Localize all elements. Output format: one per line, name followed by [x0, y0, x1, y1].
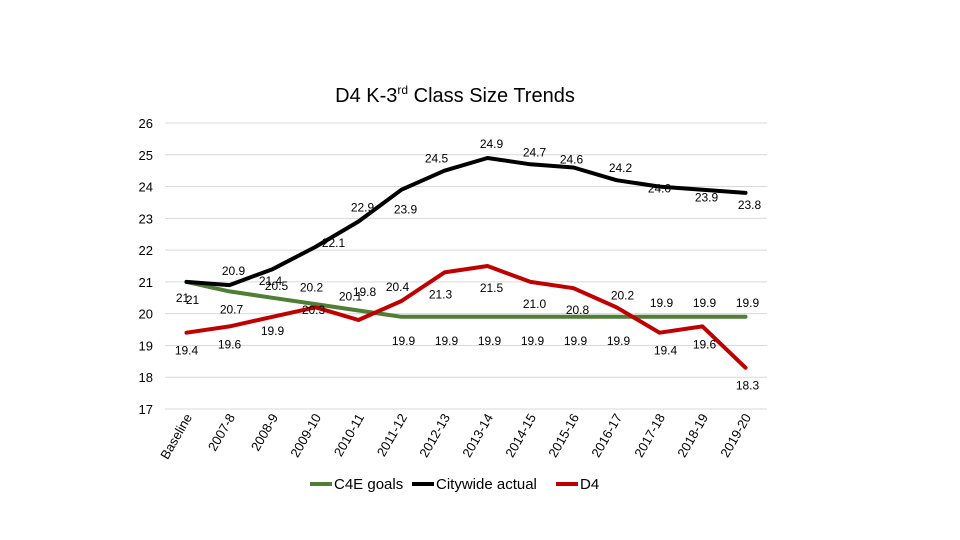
data-label: 21.5 — [480, 281, 504, 295]
data-label: 19.4 — [175, 344, 199, 358]
x-tick-label: 2007-8 — [205, 411, 238, 454]
y-tick-label: 24 — [139, 180, 153, 195]
series-lines — [184, 156, 748, 370]
data-label: 20.4 — [386, 280, 410, 294]
data-label: 23.9 — [394, 203, 418, 217]
x-tick-label: 2018-19 — [674, 411, 711, 460]
data-label: 24.2 — [609, 161, 633, 175]
series-line-citywide-actual — [184, 156, 748, 288]
data-label: 23.8 — [738, 198, 762, 212]
legend: C4E goals Citywide actual D4 — [310, 476, 599, 493]
data-label: 20.1 — [339, 289, 363, 303]
x-tick-label: 2017-18 — [631, 411, 668, 460]
y-axis-ticks: 17 18 19 20 21 22 23 24 25 26 — [139, 116, 153, 417]
x-tick-label: 2011-12 — [374, 411, 410, 459]
data-label: 20.5 — [265, 279, 289, 293]
data-label: 20.3 — [302, 303, 326, 317]
x-tick-label: 2019-20 — [717, 411, 754, 460]
x-tick-label: 2014-15 — [502, 411, 539, 460]
y-tick-label: 18 — [139, 370, 153, 385]
x-tick-label: 2012-13 — [416, 411, 453, 460]
legend-label: C4E goals — [334, 476, 403, 493]
x-tick-label: 2013-14 — [459, 411, 496, 460]
data-label: 22.1 — [322, 236, 346, 250]
data-label: 19.6 — [693, 337, 717, 351]
data-label: 19.9 — [435, 334, 459, 348]
data-label: 19.9 — [650, 296, 674, 310]
data-label: 19.9 — [478, 334, 502, 348]
data-label: 20.7 — [220, 302, 244, 316]
y-tick-label: 23 — [139, 211, 153, 226]
data-label: 21.0 — [523, 297, 547, 311]
data-label: 22.9 — [351, 201, 375, 215]
gridlines — [165, 122, 767, 410]
x-tick-label: 2008-9 — [248, 411, 281, 454]
data-label: 19.9 — [693, 296, 717, 310]
y-tick-label: 25 — [139, 148, 153, 163]
data-label: 20.9 — [222, 264, 246, 278]
data-label: 23.9 — [695, 191, 719, 205]
y-tick-label: 19 — [139, 338, 153, 353]
data-label: 18.3 — [736, 379, 760, 393]
x-axis-ticks: Baseline 2007-8 2008-9 2009-10 2010-11 2011-1… — [157, 411, 754, 462]
series-line-c4e-goals — [184, 279, 748, 319]
x-tick-label: 2016-17 — [588, 411, 625, 460]
y-tick-label: 17 — [139, 402, 153, 417]
chart-title: D4 K-3rd Class Size Trends — [335, 83, 575, 107]
y-tick-label: 20 — [139, 307, 153, 322]
data-label: 19.9 — [392, 334, 416, 348]
x-tick-label: 2009-10 — [287, 411, 324, 460]
legend-label: D4 — [580, 476, 599, 493]
data-label: 24.0 — [648, 182, 672, 196]
x-tick-label: 2015-16 — [545, 411, 582, 460]
data-label: 20.8 — [566, 303, 590, 317]
data-label: 21 — [186, 293, 200, 307]
y-tick-label: 26 — [139, 116, 153, 131]
data-label: 19.9 — [607, 334, 631, 348]
data-label: 20.2 — [611, 288, 635, 302]
data-label: 19.6 — [218, 337, 242, 351]
data-label: 24.5 — [425, 152, 449, 166]
legend-label: Citywide actual — [436, 476, 537, 493]
data-labels: 21 20.7 20.5 20.3 20.1 19.9 19.9 19.9 19.9 19.9 19… — [175, 137, 762, 393]
x-tick-label: Baseline — [157, 411, 195, 462]
data-label: 19.8 — [353, 285, 377, 299]
data-label: 21.3 — [429, 287, 453, 301]
y-tick-label: 21 — [139, 275, 153, 290]
data-label: 24.9 — [480, 137, 504, 151]
data-label: 24.6 — [560, 152, 584, 166]
data-label: 19.9 — [736, 296, 760, 310]
data-label: 20.2 — [300, 280, 324, 294]
data-label: 21.4 — [259, 274, 283, 288]
data-label: 21 — [176, 291, 190, 305]
y-tick-label: 22 — [139, 243, 153, 258]
x-tick-label: 2010-11 — [331, 411, 367, 459]
series-line-d4 — [184, 264, 748, 370]
data-label: 19.9 — [261, 324, 285, 338]
data-label: 24.7 — [523, 145, 547, 159]
data-label: 19.9 — [521, 334, 545, 348]
data-label: 19.4 — [654, 344, 678, 358]
data-label: 19.9 — [564, 334, 588, 348]
